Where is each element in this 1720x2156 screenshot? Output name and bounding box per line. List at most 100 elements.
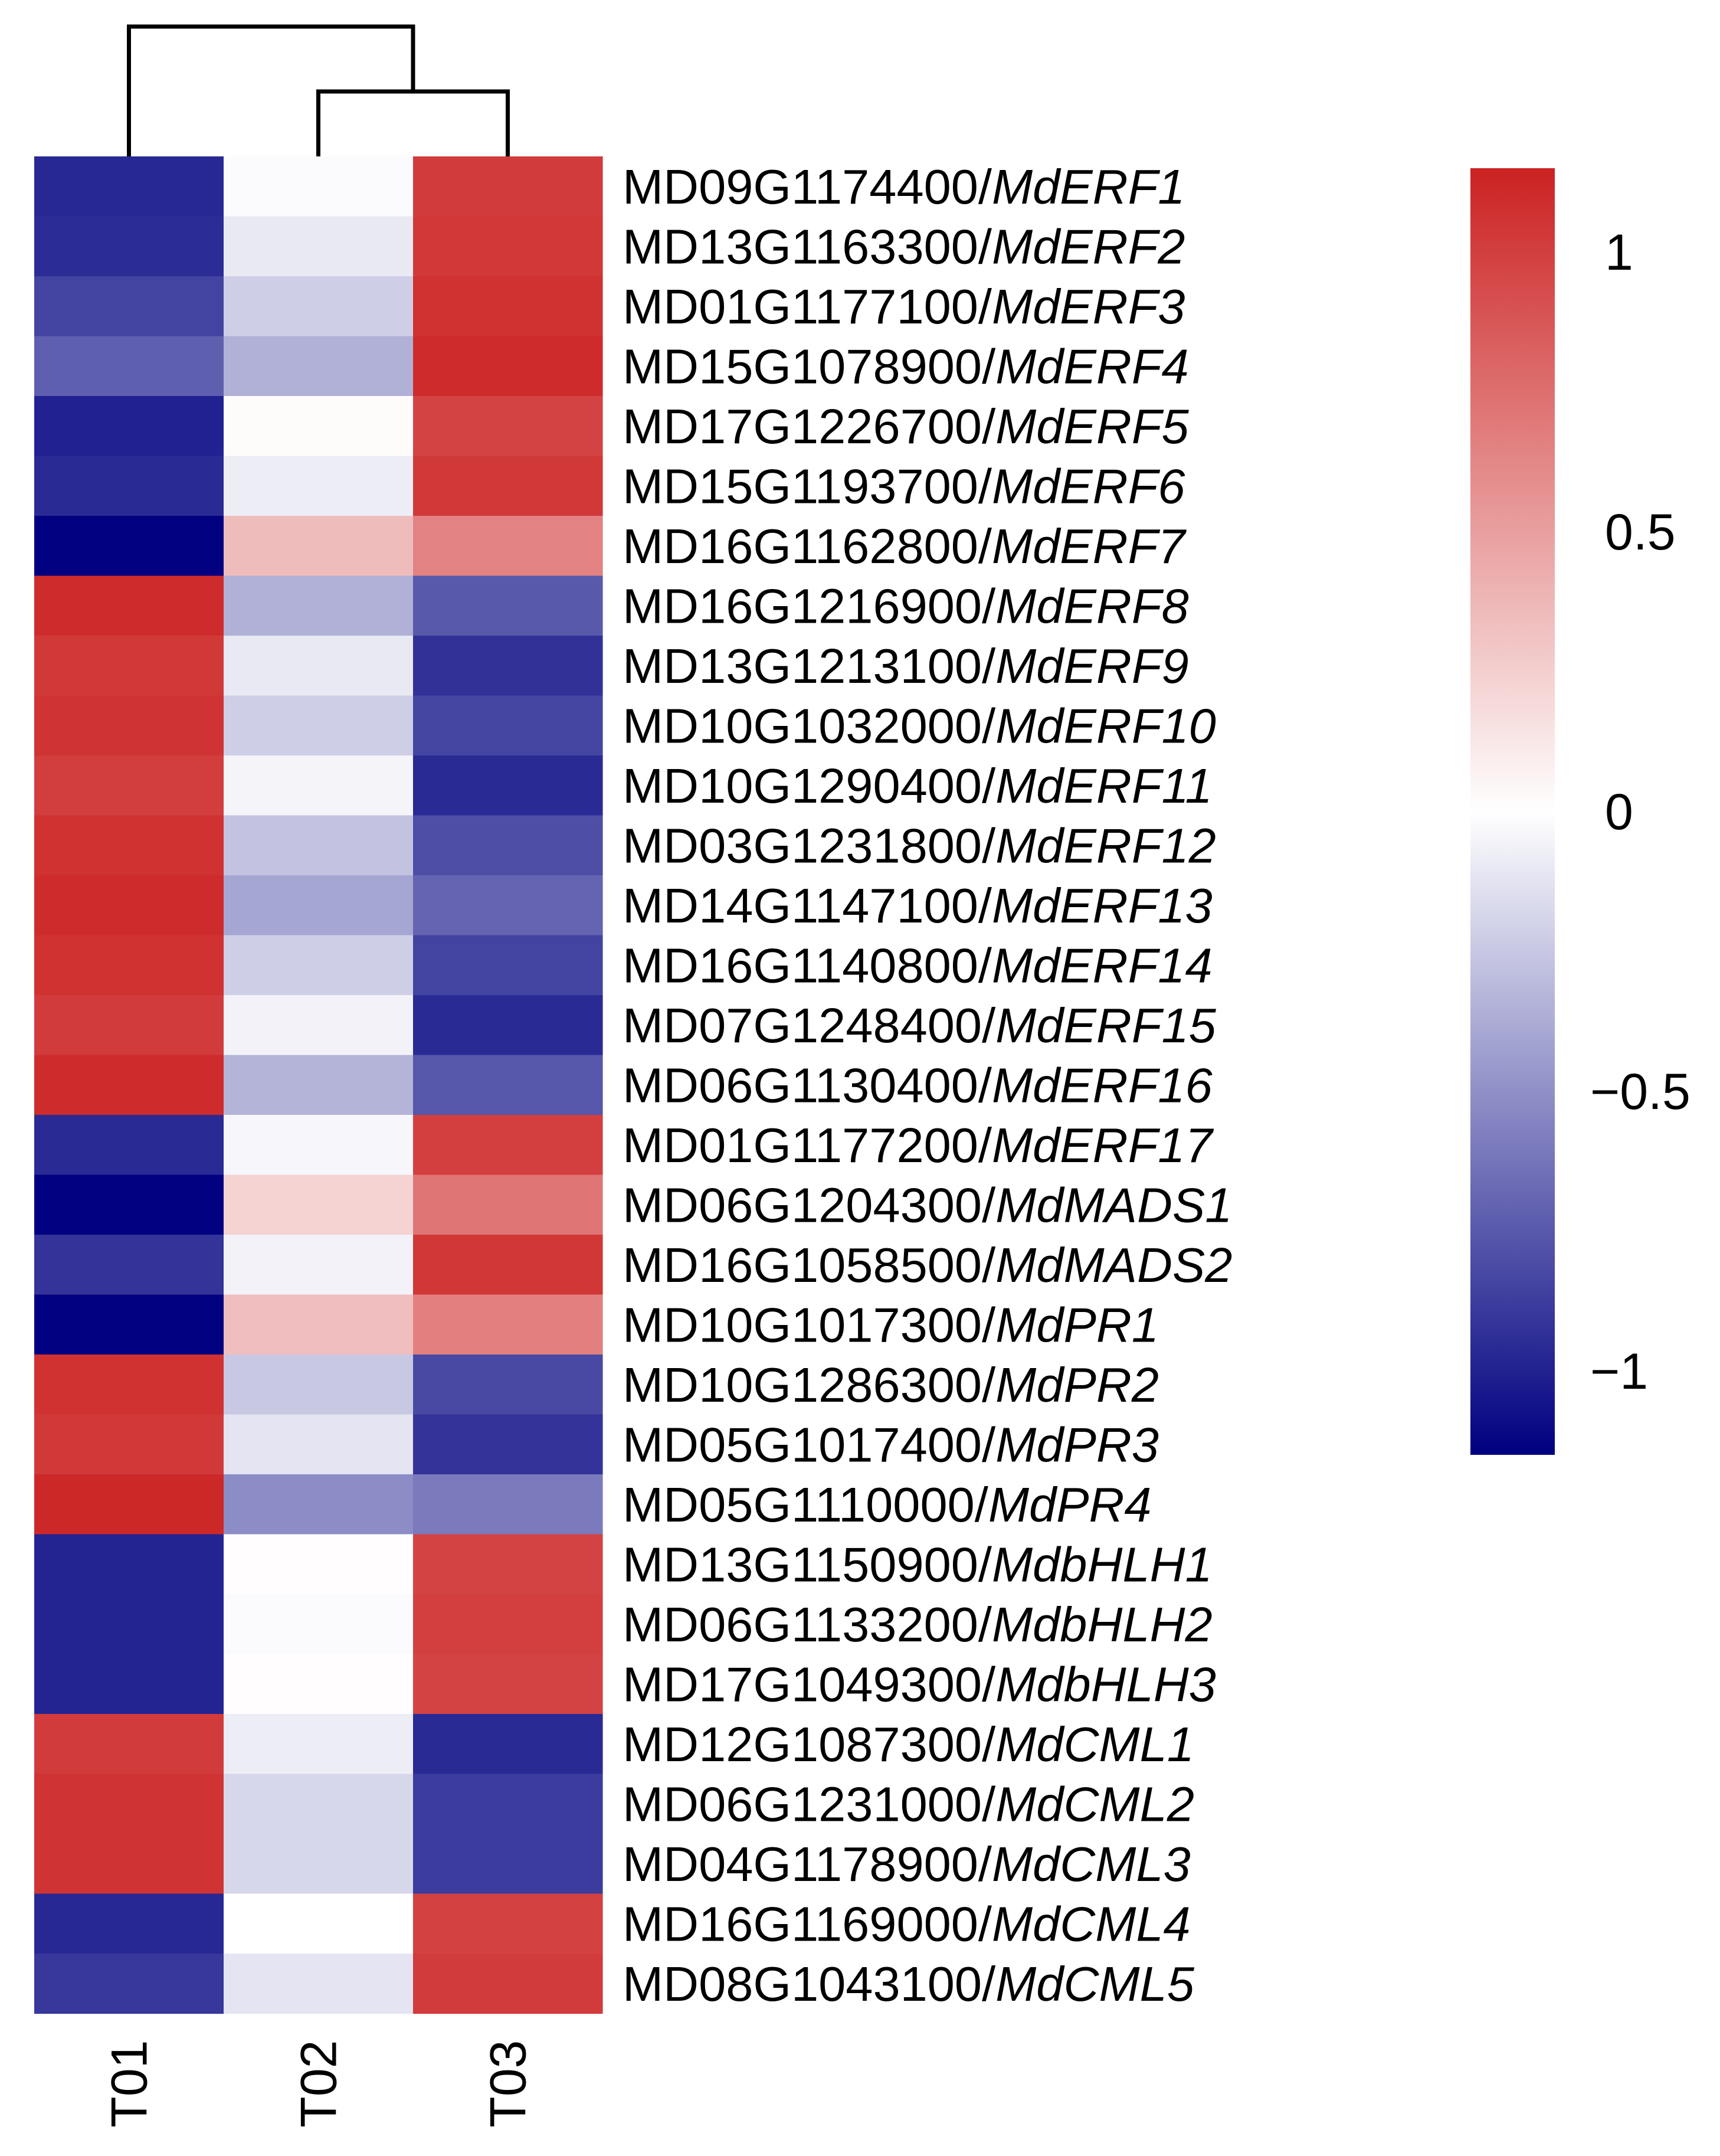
heatmap-cell <box>34 396 224 457</box>
heatmap-cell <box>34 695 224 756</box>
heatmap-cell <box>34 1774 224 1834</box>
row-label: MD16G1169000/MdCML4 <box>623 1896 1191 1951</box>
row-label: MD16G1162800/MdERF7 <box>623 519 1187 574</box>
row-label: MD01G1177200/MdERF17 <box>623 1118 1214 1173</box>
dendrogram-branch <box>316 89 510 156</box>
heatmap-cell <box>224 815 414 876</box>
heatmap-cell <box>34 1174 224 1235</box>
heatmap-cell <box>413 1954 603 2014</box>
heatmap-cell <box>224 875 414 936</box>
heatmap-cell <box>224 276 414 337</box>
heatmap-cell <box>413 156 603 217</box>
color-bar-tick-label: −1 <box>1590 1343 1648 1400</box>
row-label: MD13G1213100/MdERF9 <box>623 639 1189 693</box>
row-label: MD09G1174400/MdERF1 <box>623 159 1185 214</box>
row-label: MD03G1231800/MdERF12 <box>623 818 1216 873</box>
heatmap-cell <box>34 1534 224 1595</box>
color-bar-tick-label: 1 <box>1605 224 1633 281</box>
row-label: MD10G1290400/MdERF11 <box>623 758 1213 813</box>
heatmap-cell <box>34 336 224 397</box>
heatmap-cell <box>413 815 603 876</box>
color-bar-tick-label: 0.5 <box>1605 504 1676 561</box>
heatmap-cell <box>34 636 224 696</box>
heatmap-cell <box>224 516 414 577</box>
row-label: MD10G1017300/MdPR1 <box>623 1297 1159 1352</box>
column-label: T03 <box>480 2040 537 2128</box>
heatmap-cell <box>224 1055 414 1115</box>
color-legend: 1 0.5 0 −0.5 −1 <box>1470 168 1690 1455</box>
heatmap-cell <box>224 1474 414 1535</box>
heatmap-cell <box>34 456 224 516</box>
heatmap-cell <box>224 216 414 277</box>
heatmap-cell <box>413 1893 603 1954</box>
heatmap-cell <box>413 396 603 457</box>
heatmap-cell <box>413 1235 603 1295</box>
heatmap-cell <box>224 575 414 636</box>
row-label: MD04G1178900/MdCML3 <box>623 1837 1191 1892</box>
heatmap-cell <box>34 1714 224 1775</box>
heatmap-cell <box>224 695 414 756</box>
row-label: MD08G1043100/MdCML5 <box>623 1957 1195 2011</box>
heatmap-cell <box>413 1714 603 1775</box>
heatmap-cell <box>34 216 224 277</box>
heatmap-cell <box>224 935 414 996</box>
column-label: T02 <box>291 2040 348 2128</box>
column-label: T01 <box>101 2040 158 2128</box>
heatmap-cell <box>413 1474 603 1535</box>
heatmap-cell <box>34 875 224 936</box>
heatmap-cell <box>413 516 603 577</box>
heatmap-cell <box>413 276 603 337</box>
row-label: MD07G1248400/MdERF15 <box>623 998 1217 1053</box>
heatmap-cell <box>224 1115 414 1176</box>
heatmap-cell <box>224 156 414 217</box>
heatmap-cell <box>224 1654 414 1715</box>
heatmap-cell <box>34 276 224 337</box>
row-label: MD06G1133200/MdbHLH2 <box>623 1597 1213 1652</box>
heatmap-cell <box>224 995 414 1056</box>
heatmap-cell <box>224 336 414 397</box>
heatmap-cell <box>413 935 603 996</box>
color-bar-tick-label: 0 <box>1605 784 1633 840</box>
heatmap-cell <box>224 1235 414 1295</box>
heatmap-cell <box>413 636 603 696</box>
row-label: MD10G1286300/MdPR2 <box>623 1357 1159 1412</box>
row-label: MD01G1177100/MdERF3 <box>623 279 1185 334</box>
heatmap-cell <box>224 1534 414 1595</box>
heatmap-cell <box>413 755 603 816</box>
column-labels: T01 T02 T03 <box>101 2040 537 2128</box>
heatmap-cell <box>224 1294 414 1355</box>
heatmap-cell <box>34 815 224 876</box>
heatmap-cell <box>34 1474 224 1535</box>
row-label: MD13G1163300/MdERF2 <box>623 219 1185 274</box>
color-bar-tick-label: −0.5 <box>1590 1064 1690 1120</box>
heatmap-cell <box>224 1834 414 1895</box>
heatmap-cell <box>413 1834 603 1895</box>
heatmap-cell <box>34 1294 224 1355</box>
heatmap-cell <box>34 1893 224 1954</box>
heatmap-cell <box>413 1774 603 1834</box>
heatmap-cell <box>224 396 414 457</box>
heatmap-cell <box>413 1654 603 1715</box>
heatmap-cell <box>413 995 603 1056</box>
row-label: MD12G1087300/MdCML1 <box>623 1717 1194 1772</box>
heatmap-cell <box>413 1414 603 1475</box>
heatmap-cell <box>34 935 224 996</box>
row-label: MD10G1032000/MdERF10 <box>623 698 1216 753</box>
heatmap-cells <box>34 156 603 2014</box>
row-label: MD16G1058500/MdMADS2 <box>623 1238 1232 1293</box>
row-label: MD15G1078900/MdERF4 <box>623 339 1189 394</box>
row-label: MD16G1216900/MdERF8 <box>623 578 1189 633</box>
row-label: MD14G1147100/MdERF13 <box>623 878 1213 933</box>
heatmap-cell <box>413 1055 603 1115</box>
heatmap-cell <box>224 1954 414 2014</box>
heatmap-cell <box>413 1294 603 1355</box>
heatmap-cell <box>34 516 224 577</box>
heatmap-cell <box>413 1115 603 1176</box>
row-label: MD06G1204300/MdMADS1 <box>623 1177 1232 1232</box>
heatmap-cell <box>224 755 414 816</box>
heatmap-cell <box>413 336 603 397</box>
heatmap-cell <box>413 1355 603 1415</box>
heatmap-cell <box>224 1174 414 1235</box>
heatmap-cell <box>224 1714 414 1775</box>
